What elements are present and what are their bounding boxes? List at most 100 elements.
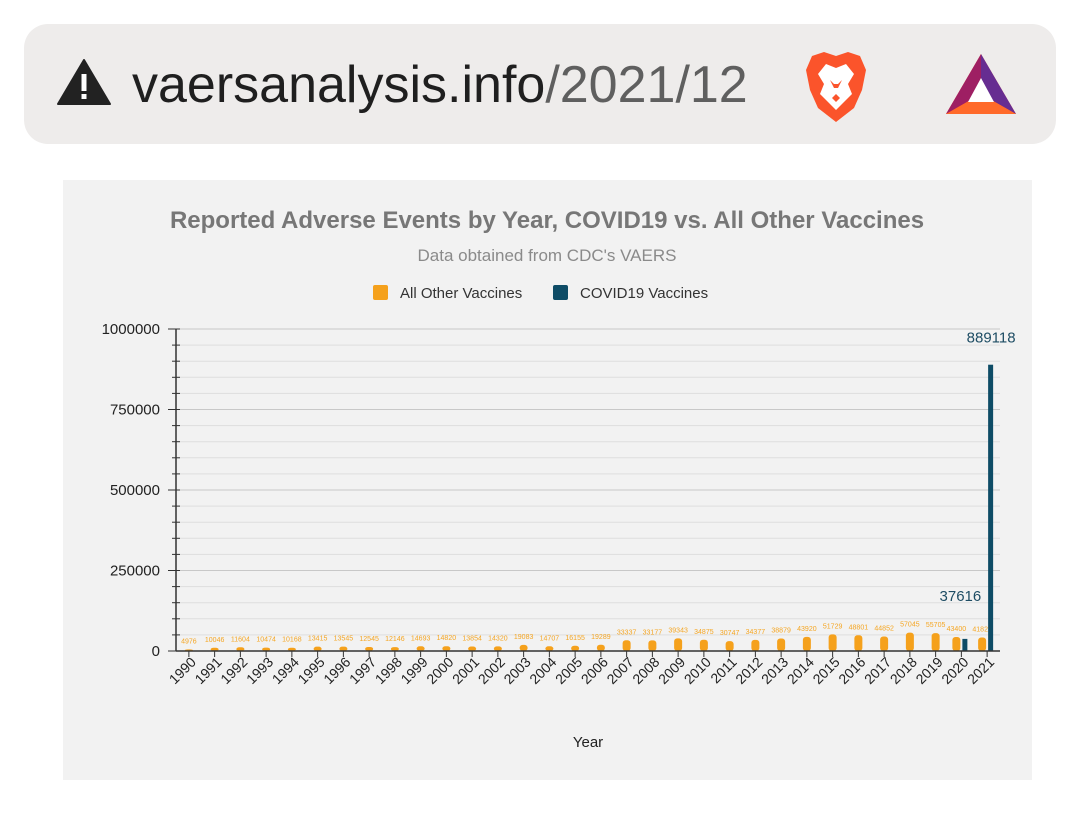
x-tick-label-2007: 2007 <box>603 654 636 687</box>
bar-other-1999[interactable] <box>416 646 425 651</box>
data-label-other-1991: 10046 <box>205 637 225 644</box>
chart-subtitle: Data obtained from CDC's VAERS <box>418 246 677 265</box>
x-tick-label-2015: 2015 <box>809 654 842 687</box>
data-label-other-1994: 10168 <box>282 637 302 644</box>
x-tick-label-2003: 2003 <box>500 654 533 687</box>
data-label-other-2007: 33337 <box>617 629 637 636</box>
x-tick-label-2016: 2016 <box>835 654 868 687</box>
data-label-other-2008: 33177 <box>643 629 663 636</box>
data-label-covid-2020: 37616 <box>940 588 982 605</box>
bar-other-2007[interactable] <box>622 640 631 651</box>
bar-other-1992[interactable] <box>236 647 245 651</box>
chart-panel: Reported Adverse Events by Year, COVID19… <box>63 180 1032 780</box>
x-tick-label-1995: 1995 <box>294 654 327 687</box>
x-tick-label-2009: 2009 <box>655 654 688 687</box>
x-tick-label-2008: 2008 <box>629 654 662 687</box>
y-tick-label: 0 <box>152 643 160 660</box>
data-label-other-2016: 48801 <box>849 624 869 631</box>
url-text[interactable]: vaersanalysis.info/2021/12 <box>132 52 768 122</box>
bar-other-2006[interactable] <box>596 644 605 651</box>
bar-other-2021[interactable] <box>978 637 987 651</box>
bar-other-2019[interactable] <box>931 633 940 651</box>
bar-other-2010[interactable] <box>699 639 708 651</box>
data-label-other-2013: 38879 <box>771 627 791 634</box>
bar-other-2020[interactable] <box>952 637 961 651</box>
bar-other-2016[interactable] <box>854 635 863 651</box>
x-tick-label-2004: 2004 <box>526 654 559 687</box>
data-label-other-1993: 10474 <box>256 637 276 644</box>
bar-other-1996[interactable] <box>339 646 348 651</box>
bar-other-2015[interactable] <box>828 634 837 651</box>
bar-other-2017[interactable] <box>880 636 889 651</box>
data-label-other-2017: 44852 <box>874 626 894 633</box>
data-label-covid-2021: 889118 <box>967 330 1016 347</box>
y-tick-label: 750000 <box>110 402 160 419</box>
bar-other-2011[interactable] <box>725 641 734 651</box>
bar-other-1998[interactable] <box>390 647 399 651</box>
warning-triangle-icon[interactable] <box>56 58 112 106</box>
bar-other-1994[interactable] <box>287 647 296 651</box>
bar-covid-2020[interactable] <box>962 638 968 651</box>
bar-other-2009[interactable] <box>674 638 683 651</box>
data-label-other-2020: 43400 <box>947 626 967 633</box>
data-label-other-1992: 11604 <box>231 636 250 643</box>
x-tick-label-2010: 2010 <box>681 654 714 687</box>
data-label-other-2010: 34875 <box>694 629 714 636</box>
bar-other-2012[interactable] <box>751 639 760 651</box>
bar-other-2005[interactable] <box>571 645 580 651</box>
x-tick-label-2006: 2006 <box>578 654 611 687</box>
data-label-other-2011: 30747 <box>720 630 740 637</box>
bar-other-2014[interactable] <box>802 636 811 651</box>
x-tick-label-1991: 1991 <box>191 654 224 687</box>
url-domain: vaersanalysis.info <box>132 56 546 114</box>
x-tick-label-2001: 2001 <box>449 654 482 687</box>
data-label-other-2001: 13854 <box>462 636 482 643</box>
bar-other-1993[interactable] <box>262 647 271 651</box>
data-label-other-2006: 19289 <box>591 634 611 641</box>
bar-other-2018[interactable] <box>905 632 914 651</box>
bar-other-2003[interactable] <box>519 644 528 651</box>
bar-other-2000[interactable] <box>442 646 451 651</box>
data-label-other-2021: 41822 <box>972 627 992 634</box>
data-label-other-2005: 16155 <box>565 635 585 642</box>
legend-swatch-1 <box>553 285 568 300</box>
data-label-other-1990: 4976 <box>181 638 197 645</box>
data-label-other-2003: 19083 <box>514 634 534 641</box>
x-tick-label-2002: 2002 <box>475 654 508 687</box>
x-axis: 1990199119921993199419951996199719981999… <box>166 650 1000 687</box>
y-axis: 1000000 750000 500000 250000 0 <box>102 321 180 660</box>
bar-other-2008[interactable] <box>648 640 657 651</box>
x-tick-label-1992: 1992 <box>217 654 250 687</box>
bat-token-icon[interactable] <box>944 52 1018 116</box>
bar-other-2002[interactable] <box>493 646 502 651</box>
address-bar[interactable] <box>24 24 1056 144</box>
x-tick-label-2012: 2012 <box>732 654 765 687</box>
data-label-other-1997: 12545 <box>359 636 379 643</box>
data-label-other-2014: 43920 <box>797 626 817 633</box>
x-tick-label-1999: 1999 <box>397 654 430 687</box>
x-tick-label-1998: 1998 <box>372 654 405 687</box>
x-tick-label-2017: 2017 <box>861 654 894 687</box>
x-tick-label-1996: 1996 <box>320 654 353 687</box>
y-tick-label: 500000 <box>110 482 160 499</box>
data-label-other-1996: 13545 <box>334 636 354 643</box>
bar-other-1997[interactable] <box>365 646 374 651</box>
bar-other-2013[interactable] <box>777 638 786 651</box>
legend-label-0: All Other Vaccines <box>400 285 522 302</box>
data-label-other-1998: 12146 <box>385 636 405 643</box>
bar-other-1991[interactable] <box>210 647 219 651</box>
data-label-other-2009: 39343 <box>668 627 688 634</box>
legend-swatch-0 <box>373 285 388 300</box>
data-label-other-2015: 51729 <box>823 623 843 630</box>
y-tick-label: 250000 <box>110 563 160 580</box>
bar-other-1995[interactable] <box>313 646 322 651</box>
bar-other-2001[interactable] <box>468 646 477 651</box>
bar-other-2004[interactable] <box>545 646 554 651</box>
brave-lion-icon[interactable] <box>802 50 870 124</box>
bar-covid-2021[interactable] <box>988 364 994 651</box>
x-tick-label-1993: 1993 <box>243 654 276 687</box>
x-tick-label-1994: 1994 <box>269 654 302 687</box>
legend-label-1: COVID19 Vaccines <box>580 285 708 302</box>
data-label-other-2012: 34377 <box>746 629 766 636</box>
x-tick-label-2019: 2019 <box>912 654 945 687</box>
